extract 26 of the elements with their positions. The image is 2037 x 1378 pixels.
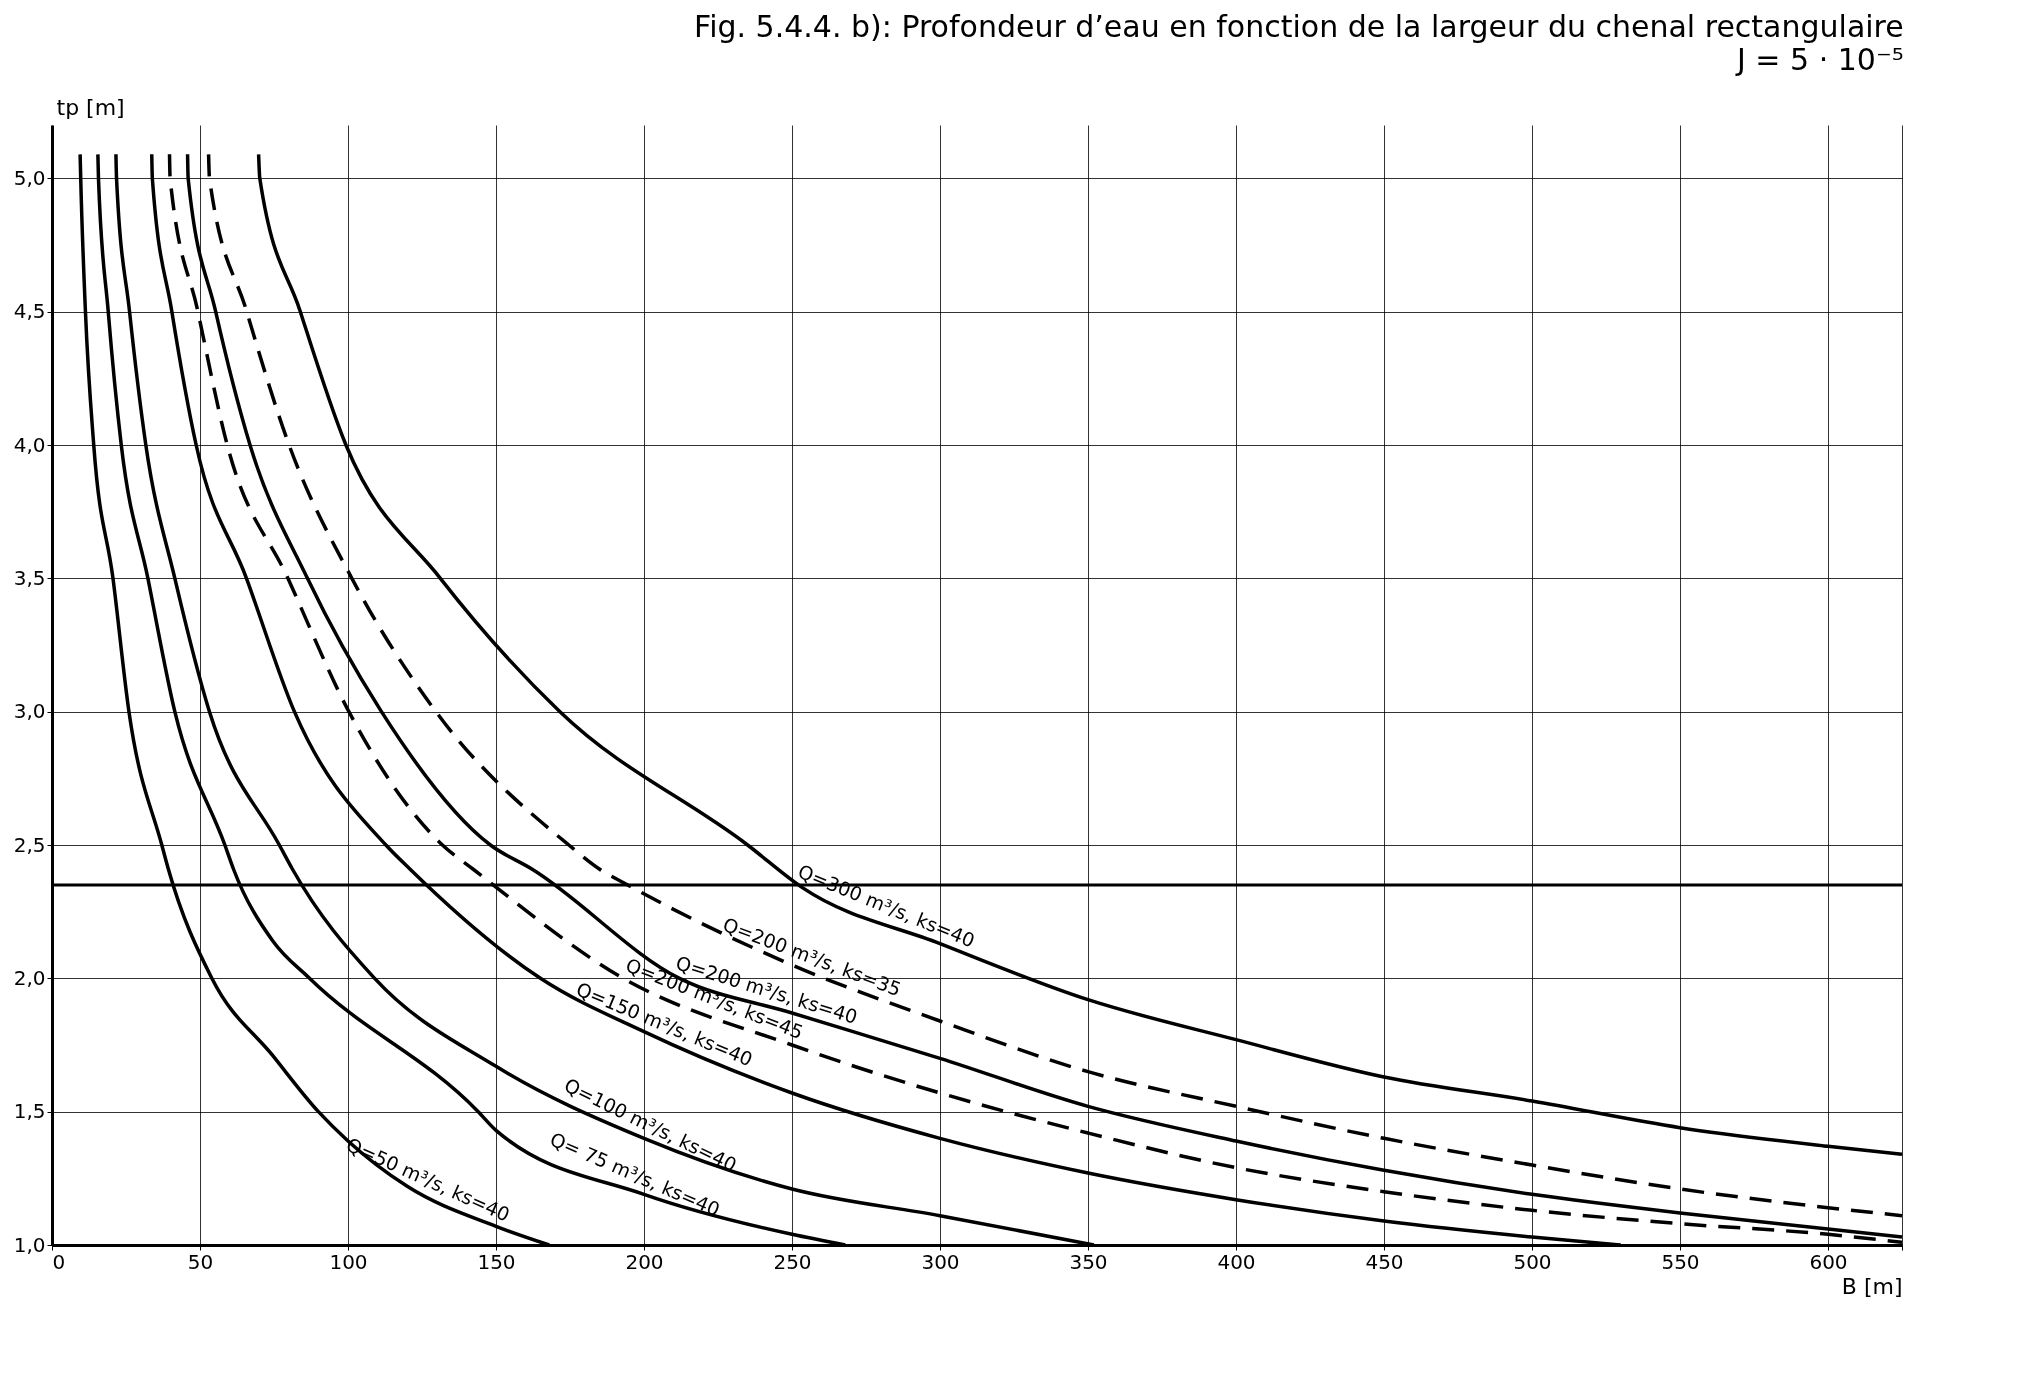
x-tick-label: 100 [329, 1249, 368, 1274]
x-tick-label: 0 [52, 1249, 66, 1274]
y-tick-label: 5,0 [13, 165, 46, 190]
chart-subtitle: J = 5 · 10⁻⁵ [1734, 42, 1904, 77]
x-tick-label: 600 [1809, 1249, 1848, 1274]
y-tick-label: 4,5 [13, 299, 46, 324]
y-tick-label: 1,0 [13, 1232, 46, 1257]
x-tick-label: 200 [625, 1249, 664, 1274]
x-tick-label: 300 [921, 1249, 960, 1274]
y-tick-label: 3,0 [13, 699, 46, 724]
x-tick-label: 500 [1513, 1249, 1552, 1274]
x-tick-label: 400 [1217, 1249, 1256, 1274]
chart-title: Fig. 5.4.4. b): Profondeur d’eau en fonction de la largeur du chenal rectangulaire [694, 9, 1904, 44]
y-tick-label: 2,5 [13, 832, 46, 857]
x-tick-label: 550 [1661, 1249, 1700, 1274]
x-tick-label: 250 [773, 1249, 812, 1274]
x-tick-label: 350 [1069, 1249, 1108, 1274]
x-axis-title: B [m] [1841, 1273, 1903, 1299]
y-tick-label: 4,0 [13, 432, 46, 457]
x-tick-label: 50 [187, 1249, 214, 1274]
x-tick-label: 450 [1365, 1249, 1404, 1274]
y-tick-label: 3,5 [13, 565, 46, 590]
y-tick-label: 1,5 [13, 1099, 46, 1124]
x-tick-label: 150 [477, 1249, 516, 1274]
y-tick-label: 2,0 [13, 965, 46, 990]
y-axis-title: tp [m] [56, 94, 125, 120]
